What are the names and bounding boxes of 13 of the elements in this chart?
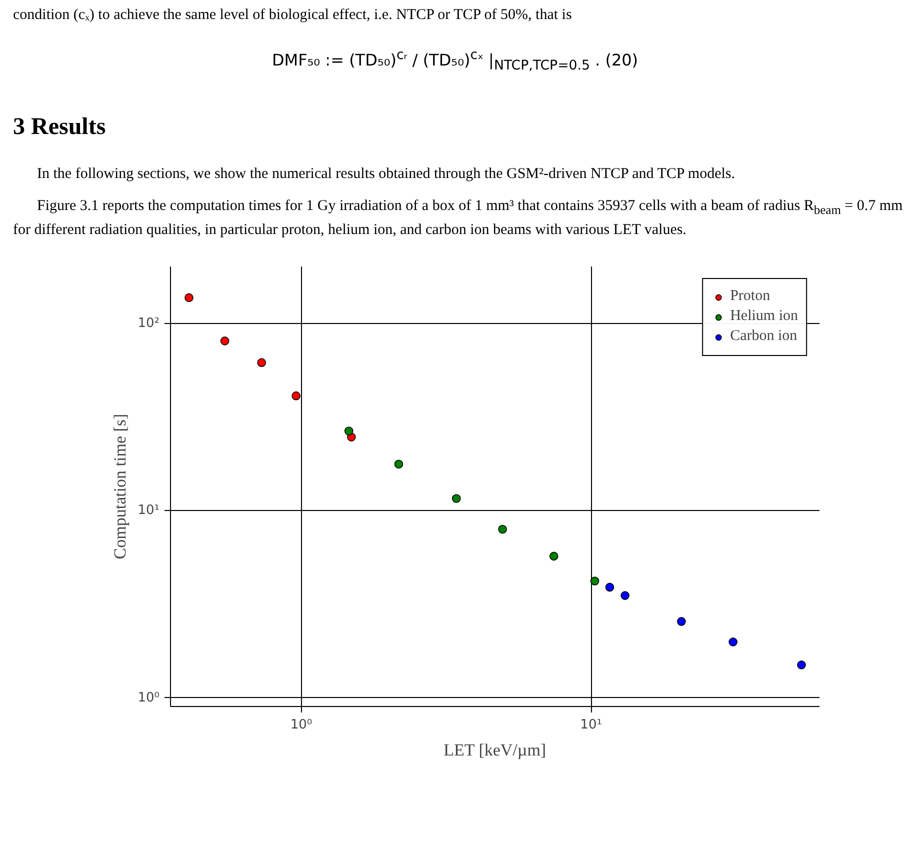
y-axis-title: Computation time [s] (110, 414, 130, 560)
y-tick-label: 10¹ (138, 503, 160, 518)
y-tick-label: 10⁰ (138, 690, 160, 706)
y-tick-label: 10² (138, 316, 160, 331)
text: In the following sections, we show the numerical results obtained through the GSM²-driven NTCP and TCP models. (36, 165, 736, 184)
text: Figure 3.1 reports the computation times for 1 Gy irradiation of a box of 1 mm³ that contains 35937 cells with a beam of radius R$_{beam}$ = 0.7 mm for different radiation qualities, in particular proton, helium ion, and carbon ion beams with various LET values. (13, 198, 903, 238)
text: condition (cₓ) to achieve the same level of biological effect, i.e. NTCP or TCP of 50%, that is (13, 6, 573, 25)
text: DMF₅₀ := (TD₅₀)$^{cᵣ}$ / (TD₅₀)$^{cₓ}$ |$_{NTCP,TCP=0.5}$ . (20) (270, 47, 640, 76)
legend-label: Proton (730, 288, 770, 306)
x-axis-title: LET [keV/µm] (444, 740, 546, 760)
text: 3 Results (13, 112, 107, 142)
legend-label: Carbon ion (730, 328, 798, 346)
legend-label: Helium ion (730, 308, 798, 326)
